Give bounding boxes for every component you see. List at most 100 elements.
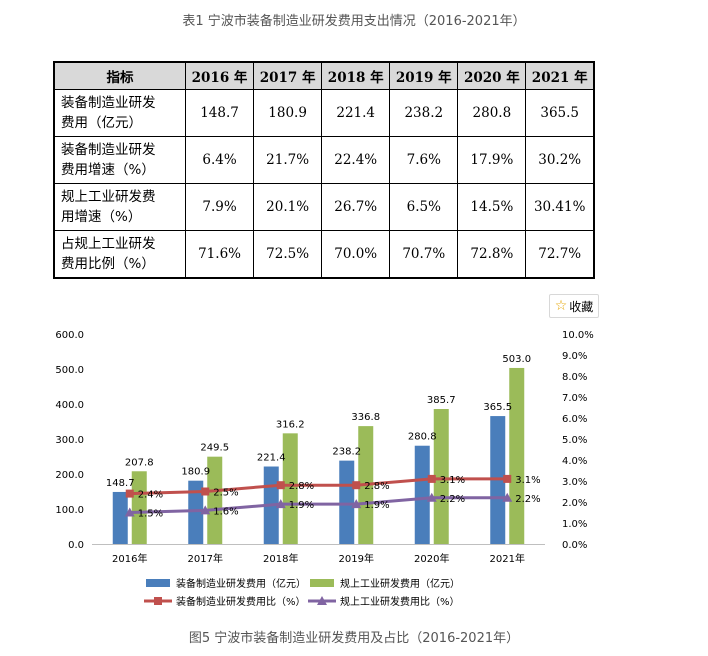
row-label: 占规上工业研发 费用比例（%） xyxy=(53,229,186,279)
table-cell: 30.41% xyxy=(525,182,595,231)
x-tick-label: 2018年 xyxy=(263,552,298,565)
bar xyxy=(414,445,430,544)
legend-label: 规上工业研发费用（亿元） xyxy=(340,577,460,590)
favorite-button[interactable]: ☆ 收藏 xyxy=(549,294,599,318)
line-marker-square xyxy=(503,474,512,483)
bar xyxy=(207,456,223,544)
y-left-tick-label: 400.0 xyxy=(55,400,84,411)
y-left-tick-label: 500.0 xyxy=(55,365,84,376)
chart-caption: 图5 宁波市装备制造业研发费用及占比（2016-2021年） xyxy=(188,631,520,646)
line-marker-square xyxy=(427,474,436,483)
y-left-tick-label: 600.0 xyxy=(55,330,84,341)
table-cell: 238.2 xyxy=(389,89,459,137)
table-cell: 148.7 xyxy=(184,89,255,137)
y-right-tick-label: 8.0% xyxy=(562,372,587,383)
y-right-tick-label: 4.0% xyxy=(562,456,587,467)
table-cell: 20.1% xyxy=(253,182,323,231)
table-cell: 72.8% xyxy=(457,229,527,279)
table-cell: 14.5% xyxy=(457,182,527,231)
bar-value-label: 249.5 xyxy=(200,443,229,454)
row-label: 规上工业研发费 用增速（%） xyxy=(53,182,186,231)
table-cell: 70.0% xyxy=(321,229,391,279)
table-cell: 71.6% xyxy=(184,229,255,279)
table-cell: 22.4% xyxy=(321,135,391,184)
row-label-line: 装备制造业研发 xyxy=(61,94,156,111)
line-value-label: 1.9% xyxy=(364,500,389,511)
line-value-label: 2.8% xyxy=(364,481,389,492)
row-label-line: 费用增速（%） xyxy=(61,161,155,178)
y-right-tick-label: 1.0% xyxy=(562,519,587,530)
rd-expense-chart: 0.0 100.0 200.0 300.0 400.0 500.0 600.0 0.0% 1.0… xyxy=(55,330,594,608)
line-value-label: 2.4% xyxy=(138,490,163,501)
header-year: 2016 年 xyxy=(184,61,255,90)
y-left-tick-label: 300.0 xyxy=(55,435,84,446)
series-line xyxy=(129,496,508,514)
line-value-label: 3.1% xyxy=(440,475,465,486)
row-label-line: 费用（亿元） xyxy=(61,114,142,131)
table-row: 占规上工业研发 费用比例（%） 71.6% 72.5% 70.0% 70.7% 72.8% 7… xyxy=(53,229,595,279)
table-cell: 7.9% xyxy=(184,182,255,231)
x-tick-label: 2019年 xyxy=(339,552,374,565)
y-left-tick-label: 200.0 xyxy=(55,470,84,481)
table-row: 装备制造业研发 费用增速（%） 6.4% 21.7% 22.4% 7.6% 17.9% 30.… xyxy=(53,135,595,184)
bar-value-label: 503.0 xyxy=(502,354,531,365)
y-right-tick-label: 5.0% xyxy=(562,435,587,446)
header-year: 2021 年 xyxy=(525,61,595,90)
y-right-tick-label: 0.0% xyxy=(562,540,587,551)
line-marker-triangle xyxy=(200,505,211,515)
line-marker-triangle xyxy=(351,499,362,509)
table-cell: 6.4% xyxy=(184,135,255,184)
x-tick-label: 2020年 xyxy=(414,552,449,565)
table-header-row: 指标 2016 年 2017 年 2018 年 2019 年 2020 年 20… xyxy=(53,61,595,90)
line-value-label: 2.8% xyxy=(289,481,314,492)
rd-expense-table: 指标 2016 年 2017 年 2018 年 2019 年 2020 年 20… xyxy=(53,61,595,279)
bar-value-label: 148.7 xyxy=(106,478,135,489)
bar-value-label: 221.4 xyxy=(257,453,286,464)
table-cell: 72.5% xyxy=(253,229,323,279)
line-marker-square xyxy=(201,487,210,496)
row-label-line: 规上工业研发费 xyxy=(61,188,156,205)
bar-value-label: 385.7 xyxy=(427,395,456,406)
legend-marker-triangle xyxy=(317,596,327,605)
y-left-tick-label: 0.0 xyxy=(68,540,84,551)
legend-swatch xyxy=(310,579,334,587)
line-value-label: 2.2% xyxy=(515,494,540,505)
line-marker-triangle xyxy=(426,492,437,502)
bar xyxy=(112,491,128,544)
favorite-label: 收藏 xyxy=(569,299,594,314)
bar-value-label: 316.2 xyxy=(276,419,305,430)
bar xyxy=(433,409,449,544)
bar-value-label: 280.8 xyxy=(408,432,437,443)
row-label-line: 费用比例（%） xyxy=(61,255,155,272)
x-tick-label: 2016年 xyxy=(112,552,147,565)
series-line xyxy=(129,477,508,496)
bar xyxy=(188,480,204,544)
table-cell: 72.7% xyxy=(525,229,595,279)
table-cell: 180.9 xyxy=(253,89,323,137)
y-right-tick-label: 7.0% xyxy=(562,393,587,404)
header-year: 2019 年 xyxy=(389,61,459,90)
table-cell: 26.7% xyxy=(321,182,391,231)
bar-value-label: 207.8 xyxy=(125,457,154,468)
line-marker-square xyxy=(125,489,134,498)
bar-value-label: 336.8 xyxy=(351,412,380,423)
row-label: 装备制造业研发 费用（亿元） xyxy=(53,89,186,137)
legend-label: 装备制造业研发费用（亿元） xyxy=(176,577,306,590)
row-label-line: 占规上工业研发 xyxy=(61,235,156,252)
header-indicator: 指标 xyxy=(53,61,186,90)
legend-marker-square xyxy=(154,597,162,605)
y-left-tick-label: 100.0 xyxy=(55,505,84,516)
table-cell: 221.4 xyxy=(321,89,391,137)
table-cell: 7.6% xyxy=(389,135,459,184)
line-marker-square xyxy=(352,481,361,490)
table-cell: 280.8 xyxy=(457,89,527,137)
legend-label: 规上工业研发费用比（%） xyxy=(340,595,460,608)
table-row: 规上工业研发费 用增速（%） 7.9% 20.1% 26.7% 6.5% 14.5% 30.4… xyxy=(53,182,595,231)
star-icon: ☆ xyxy=(554,298,568,314)
line-marker-triangle xyxy=(124,507,135,517)
line-value-label: 1.9% xyxy=(289,500,314,511)
legend-swatch xyxy=(146,579,170,587)
bar xyxy=(509,367,525,544)
y-right-tick-label: 10.0% xyxy=(562,330,594,341)
table-cell: 17.9% xyxy=(457,135,527,184)
